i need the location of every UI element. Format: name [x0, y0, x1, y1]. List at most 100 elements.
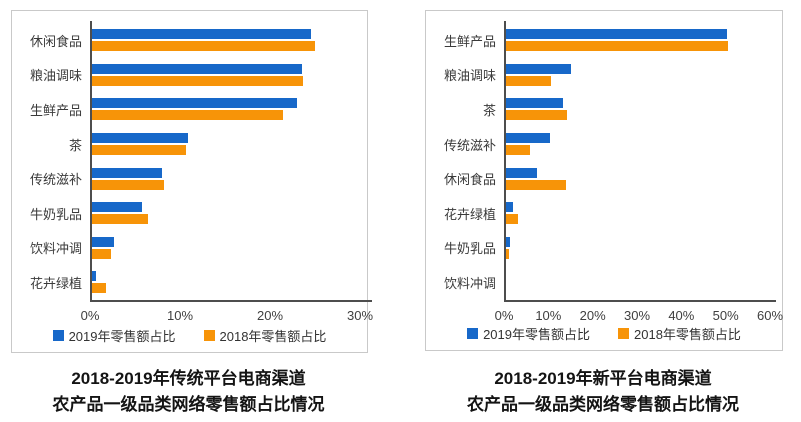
category-row: 饮料冲调: [426, 265, 770, 300]
legend-item-2019: 2019年零售额占比: [52, 326, 176, 345]
bar-2019: [90, 271, 97, 282]
bar-2019: [90, 202, 143, 213]
x-axis-ticks: 0% 10% 20% 30% 40% 50% 60%: [495, 308, 783, 324]
category-label: 传统滋补: [29, 172, 82, 188]
bar-group: [504, 63, 770, 86]
legend-item-2019: 2019年零售额占比: [467, 324, 590, 343]
axis-tick-label: 60%: [756, 308, 784, 323]
y-axis-line: [90, 21, 92, 302]
category-row: 花卉绿植: [426, 196, 770, 231]
category-label: 牛奶乳品: [443, 241, 496, 257]
axis-tick-label: 50%: [712, 308, 739, 323]
category-row: 生鲜产品: [12, 92, 360, 127]
bar-group: [90, 236, 360, 259]
category-row: 饮料冲调: [12, 231, 360, 266]
chart-panel-new-platform: 生鲜产品粮油调味茶传统滋补休闲食品花卉绿植牛奶乳品饮料冲调 0% 10% 20% 30%…: [425, 10, 783, 351]
category-row: 粮油调味: [12, 58, 360, 93]
chart-title-line1: 2018-2019年传统平台电商渠道: [71, 369, 306, 388]
axis-tick-label: 0%: [494, 308, 514, 323]
bar-2018: [90, 179, 164, 190]
category-row: 牛奶乳品: [426, 231, 770, 266]
bar-2019: [504, 29, 727, 40]
legend-swatch-icon: [618, 328, 629, 339]
chart-title-new-platform: 2018-2019年新平台电商渠道 农产品一级品类网络零售额占比情况: [425, 366, 781, 417]
bar-2019: [504, 98, 563, 109]
bar-group: [90, 29, 360, 52]
category-row: 牛奶乳品: [12, 196, 360, 231]
category-label: 茶: [482, 102, 496, 118]
axis-tick-label: 30%: [623, 308, 651, 323]
category-row: 花卉绿植: [12, 265, 360, 300]
chart-title-line1: 2018-2019年新平台电商渠道: [494, 369, 712, 388]
axis-tick-label: 10%: [166, 308, 194, 323]
category-label: 茶: [68, 137, 82, 153]
bar-2019: [90, 167, 162, 178]
category-label: 生鲜产品: [29, 102, 82, 118]
bar-2018: [90, 75, 304, 86]
bar-2018: [90, 283, 107, 294]
legend-item-2018: 2018年零售额占比: [203, 326, 327, 345]
bar-2018: [90, 110, 283, 121]
category-label: 休闲食品: [443, 172, 496, 188]
bar-group: [504, 202, 770, 225]
bar-group: [90, 167, 360, 190]
category-label: 牛奶乳品: [29, 206, 82, 222]
bar-group: [504, 271, 770, 293]
legend-swatch-icon: [52, 330, 64, 341]
legend-label: 2018年零售额占比: [634, 327, 741, 342]
bar-2019: [504, 133, 550, 144]
x-axis-ticks: 0% 10% 20% 30%: [81, 308, 373, 324]
bar-2019: [504, 167, 538, 178]
chart-title-traditional-platform: 2018-2019年传统平台电商渠道 农产品一级品类网络零售额占比情况: [11, 366, 366, 417]
category-row: 生鲜产品: [426, 23, 770, 58]
category-label: 生鲜产品: [443, 33, 496, 49]
legend-label: 2019年零售额占比: [483, 327, 590, 342]
legend-swatch-icon: [203, 330, 215, 341]
bar-group: [504, 167, 770, 190]
bar-group: [90, 98, 360, 121]
y-axis-line: [504, 21, 506, 302]
bar-2018: [504, 179, 567, 190]
legend-swatch-icon: [467, 328, 479, 339]
bar-2019: [90, 236, 115, 247]
category-label: 粮油调味: [443, 68, 496, 84]
bar-group: [504, 236, 770, 259]
chart-title-line2: 农产品一级品类网络零售额占比情况: [467, 394, 739, 414]
chart-title-line2: 农产品一级品类网络零售额占比情况: [52, 394, 325, 414]
x-axis-line: [504, 300, 776, 302]
category-row: 茶: [12, 127, 360, 162]
axis-tick-label: 10%: [535, 308, 562, 323]
category-label: 休闲食品: [29, 33, 82, 49]
bar-2018: [504, 145, 530, 156]
category-row: 茶: [426, 92, 770, 127]
category-label: 传统滋补: [443, 137, 496, 153]
legend: 2019年零售额占比 2018年零售额占比: [426, 324, 782, 343]
bar-2019: [504, 236, 510, 247]
bar-group: [504, 29, 770, 52]
category-row: 休闲食品: [12, 23, 360, 58]
bar-2019: [90, 133, 189, 144]
bar-2018: [504, 214, 519, 225]
bar-2018: [504, 248, 510, 259]
bar-2019: [504, 63, 571, 74]
legend-label: 2018年零售额占比: [219, 329, 327, 344]
category-row: 粮油调味: [426, 58, 770, 93]
category-row: 传统滋补: [426, 127, 770, 162]
bar-group: [504, 133, 770, 156]
bar-2018: [504, 41, 729, 52]
axis-tick-label: 20%: [579, 308, 606, 323]
legend: 2019年零售额占比 2018年零售额占比: [12, 326, 367, 345]
category-label: 饮料冲调: [29, 241, 82, 257]
bar-group: [90, 133, 360, 156]
axis-tick-label: 40%: [668, 308, 695, 323]
bar-2018: [90, 41, 315, 52]
bar-2019: [90, 63, 303, 74]
chart-rows: 休闲食品粮油调味生鲜产品茶传统滋补牛奶乳品饮料冲调花卉绿植: [12, 23, 360, 300]
axis-tick-label: 30%: [346, 308, 374, 323]
bar-2019: [504, 202, 513, 213]
category-label: 饮料冲调: [443, 275, 496, 291]
category-row: 传统滋补: [12, 161, 360, 196]
bar-group: [504, 98, 770, 121]
bar-2018: [90, 214, 148, 225]
